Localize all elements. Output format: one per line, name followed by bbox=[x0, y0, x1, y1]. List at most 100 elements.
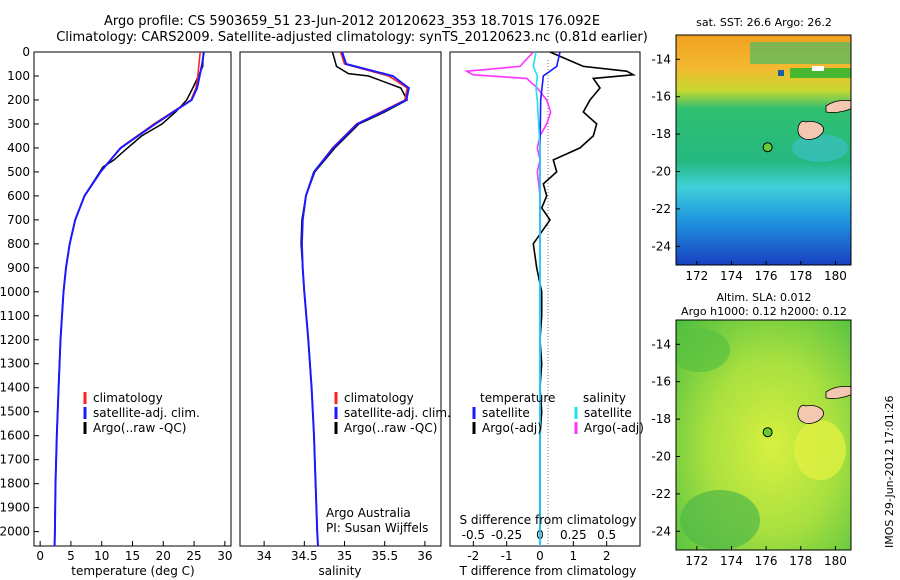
lon-tick-label: 176 bbox=[755, 269, 778, 283]
y-tick-label: 300 bbox=[7, 117, 30, 131]
y-tick-label: 1800 bbox=[0, 477, 30, 491]
temperature-panel: 0100200300400500600700800900100011001200… bbox=[0, 45, 232, 578]
x-tick-label: 25 bbox=[186, 549, 201, 563]
legend-label-s-argo: Argo(-adj) bbox=[584, 421, 644, 435]
x-tick-label: 10 bbox=[94, 549, 109, 563]
lon-tick-label: 178 bbox=[789, 554, 812, 568]
x-tick-label: 36 bbox=[417, 549, 432, 563]
salinity-axes bbox=[239, 51, 442, 547]
x-tick-label: 0 bbox=[536, 549, 544, 563]
x-tick-label: 0 bbox=[36, 549, 44, 563]
lon-tick-label: 176 bbox=[755, 554, 778, 568]
legend-heading-temperature: temperature bbox=[480, 391, 555, 405]
title-line-2: Climatology: CARS2009. Satellite-adjuste… bbox=[56, 30, 648, 45]
t-difference-axis-label: T difference from climatology bbox=[459, 564, 637, 578]
sla-low-patch bbox=[676, 328, 730, 372]
legend-label-satellite: satellite-adj. clim. bbox=[344, 406, 451, 420]
t-difference-ticks: -2 -1 0 1 2 bbox=[467, 541, 610, 563]
y-tick-label: 1900 bbox=[0, 501, 30, 515]
sla-high-patch bbox=[794, 420, 846, 480]
temperature-series bbox=[53, 51, 205, 547]
depth-axis-ticks: 0 100 200 300 400 500 600 700 800 900 1000 1100 1200… bbox=[0, 45, 39, 539]
sla-map-ticks: 172 174 176 178 180 -14 -16 -18 -20 -22 -24 bbox=[651, 337, 846, 568]
sst-warm-patch bbox=[750, 42, 851, 64]
lon-tick-label: 172 bbox=[685, 269, 708, 283]
lat-tick-label: -18 bbox=[651, 127, 671, 141]
y-tick-label: 400 bbox=[7, 141, 30, 155]
difference-series bbox=[464, 51, 636, 546]
sla-map-frame bbox=[675, 319, 852, 551]
temperature-legend: climatology satellite-adj. clim. Argo(..… bbox=[83, 391, 200, 435]
imos-timestamp: IMOS 29-Jun-2012 17:01:26 bbox=[883, 395, 896, 548]
lat-tick-label: -20 bbox=[651, 165, 671, 179]
series-line bbox=[464, 51, 552, 244]
salinity-legend: climatology satellite-adj. clim. Argo(..… bbox=[334, 391, 451, 435]
y-tick-label: 2000 bbox=[0, 525, 30, 539]
lon-tick-label: 174 bbox=[720, 554, 743, 568]
sst-map-frame bbox=[675, 34, 852, 266]
x-tick-label: 0.25 bbox=[560, 528, 587, 542]
sst-cool-pixel bbox=[778, 70, 784, 76]
lat-tick-label: -14 bbox=[651, 52, 671, 66]
x-tick-label: -2 bbox=[467, 549, 479, 563]
x-tick-label: 0.5 bbox=[597, 528, 616, 542]
legend-label-satellite: satellite-adj. clim. bbox=[93, 406, 200, 420]
sst-green-patch bbox=[790, 68, 851, 78]
x-tick-label: 2 bbox=[603, 549, 611, 563]
island-vanua-levu bbox=[825, 100, 851, 113]
x-tick-label: 34 bbox=[256, 549, 271, 563]
salinity-series bbox=[300, 51, 410, 547]
argo-location-marker bbox=[762, 142, 773, 153]
y-tick-label: 800 bbox=[7, 237, 30, 251]
y-tick-label: 100 bbox=[7, 69, 30, 83]
temperature-axes bbox=[33, 51, 232, 547]
x-tick-label: 35 bbox=[337, 549, 352, 563]
lat-tick-label: -22 bbox=[651, 487, 671, 501]
y-tick-label: 1400 bbox=[0, 381, 30, 395]
x-tick-label: 5 bbox=[67, 549, 75, 563]
lat-tick-label: -20 bbox=[651, 450, 671, 464]
x-tick-label: 1 bbox=[570, 549, 578, 563]
x-tick-label: 20 bbox=[156, 549, 171, 563]
sst-map-title: sat. SST: 26.6 Argo: 26.2 bbox=[696, 16, 832, 29]
temperature-axis-label: temperature (deg C) bbox=[71, 564, 194, 578]
series-line bbox=[53, 51, 205, 547]
sst-cloud-patch bbox=[812, 66, 824, 71]
salinity-axis-label: salinity bbox=[318, 564, 361, 578]
s-difference-axis-label: S difference from climatology bbox=[460, 513, 637, 527]
y-tick-label: 200 bbox=[7, 93, 30, 107]
difference-legend: temperature salinity satellite Argo(-adj… bbox=[472, 391, 644, 435]
y-tick-label: 1100 bbox=[0, 309, 30, 323]
lat-tick-label: -16 bbox=[651, 90, 671, 104]
lon-tick-label: 174 bbox=[720, 269, 743, 283]
x-tick-label: 34.5 bbox=[291, 549, 318, 563]
difference-axes bbox=[449, 51, 641, 547]
y-tick-label: 600 bbox=[7, 189, 30, 203]
island-vanua-levu bbox=[825, 386, 851, 399]
lon-tick-label: 180 bbox=[824, 269, 847, 283]
y-tick-label: 900 bbox=[7, 261, 30, 275]
series-line bbox=[300, 51, 410, 547]
annotation-pi: PI: Susan Wijffels bbox=[326, 521, 428, 535]
y-tick-label: 1200 bbox=[0, 333, 30, 347]
annotation-argo-australia: Argo Australia bbox=[326, 506, 411, 520]
legend-label-argo: Argo(..raw -QC) bbox=[93, 421, 186, 435]
lat-tick-label: -14 bbox=[651, 337, 671, 351]
lat-tick-label: -24 bbox=[651, 239, 671, 253]
sst-map-panel: sat. SST: 26.6 Argo: 26.2 172 174 176 178 18… bbox=[651, 16, 852, 283]
y-tick-label: 0 bbox=[22, 45, 30, 59]
lat-tick-label: -16 bbox=[651, 375, 671, 389]
argo-location-marker bbox=[762, 427, 773, 438]
salinity-axis-ticks: 34 34.5 35 35.5 36 bbox=[256, 541, 433, 563]
y-tick-label: 1600 bbox=[0, 429, 30, 443]
sla-map-subtitle: Argo h1000: 0.12 h2000: 0.12 bbox=[681, 305, 847, 318]
island-viti-levu bbox=[797, 120, 824, 140]
series-line bbox=[532, 51, 636, 532]
y-tick-label: 1500 bbox=[0, 405, 30, 419]
temperature-axis-ticks: 0 5 10 15 20 25 30 bbox=[36, 541, 232, 563]
lon-tick-label: 178 bbox=[789, 269, 812, 283]
y-tick-label: 700 bbox=[7, 213, 30, 227]
legend-label-climatology: climatology bbox=[93, 391, 163, 405]
legend-label-s-satellite: satellite bbox=[584, 406, 632, 420]
legend-label-argo: Argo(..raw -QC) bbox=[344, 421, 437, 435]
